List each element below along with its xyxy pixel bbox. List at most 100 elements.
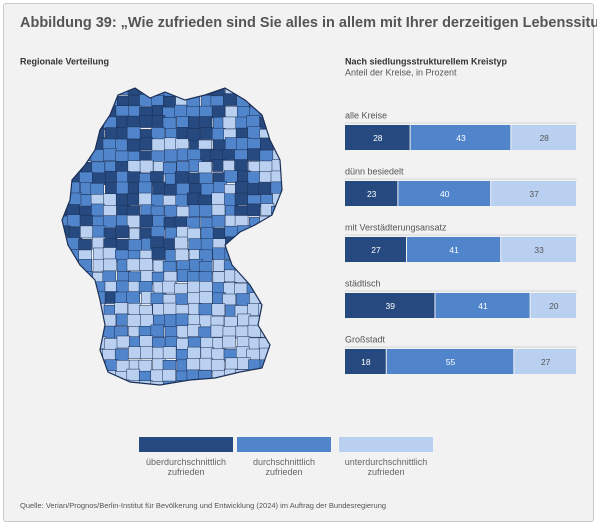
map-district bbox=[139, 335, 153, 348]
map-district bbox=[66, 292, 80, 306]
map-district bbox=[237, 313, 251, 327]
map-district bbox=[80, 88, 95, 97]
map-district bbox=[126, 139, 141, 152]
legend-label: durchschnittlich zufrieden bbox=[252, 457, 316, 477]
map-district bbox=[92, 368, 107, 381]
legend-label: überdurchschnittlich zufrieden bbox=[145, 457, 227, 477]
map-district bbox=[247, 183, 261, 196]
value-label: 40 bbox=[440, 189, 450, 199]
map-district bbox=[69, 303, 83, 316]
map-district bbox=[248, 271, 262, 284]
map-district bbox=[79, 94, 94, 107]
map-district bbox=[91, 88, 105, 98]
map-district bbox=[62, 194, 70, 207]
map-district bbox=[62, 258, 68, 272]
map-district bbox=[284, 315, 297, 327]
map-district bbox=[211, 303, 226, 316]
map-district bbox=[284, 305, 297, 317]
map-district bbox=[62, 94, 69, 108]
map-district bbox=[187, 346, 201, 360]
category-label: mit Verstädterungsansatz bbox=[345, 222, 447, 232]
map-district bbox=[103, 116, 117, 130]
map-district bbox=[62, 302, 71, 316]
map-district bbox=[174, 104, 188, 118]
map-district bbox=[127, 193, 141, 206]
map-district bbox=[271, 337, 282, 351]
map-district bbox=[284, 195, 297, 207]
map-district bbox=[116, 181, 130, 195]
map-district bbox=[200, 226, 215, 240]
map-district bbox=[116, 280, 130, 294]
map-district bbox=[80, 116, 95, 130]
map-district bbox=[139, 380, 153, 385]
map-district bbox=[187, 280, 201, 294]
map-district bbox=[224, 170, 238, 183]
map-district bbox=[126, 115, 141, 129]
map-district bbox=[285, 84, 298, 96]
map-district bbox=[174, 171, 189, 184]
map-district bbox=[162, 238, 177, 252]
map-district bbox=[272, 303, 282, 316]
map-district bbox=[198, 161, 212, 174]
map-district bbox=[188, 238, 203, 251]
map-district bbox=[200, 238, 215, 251]
map-district bbox=[272, 105, 282, 119]
value-label: 37 bbox=[529, 189, 539, 199]
map-district bbox=[138, 359, 153, 373]
map-district bbox=[62, 247, 71, 260]
map-district bbox=[79, 148, 93, 161]
map-district bbox=[115, 238, 130, 252]
map-district bbox=[62, 370, 68, 383]
map-district bbox=[103, 338, 118, 351]
map-district bbox=[285, 283, 298, 295]
map-district bbox=[174, 248, 189, 262]
bar-segment bbox=[435, 293, 530, 318]
map-district bbox=[259, 359, 274, 373]
map-district bbox=[115, 225, 130, 238]
map-district bbox=[283, 172, 296, 184]
map-district bbox=[150, 236, 164, 249]
map-district bbox=[272, 137, 282, 150]
map-district bbox=[175, 293, 190, 306]
map-district bbox=[62, 105, 68, 118]
map-district bbox=[283, 359, 296, 371]
map-district bbox=[236, 381, 251, 385]
map-district bbox=[81, 325, 95, 339]
map-district bbox=[199, 291, 213, 304]
map-district bbox=[285, 184, 298, 196]
map-district bbox=[66, 249, 81, 262]
map-district bbox=[271, 327, 282, 340]
map-district bbox=[140, 346, 154, 359]
map-district bbox=[210, 359, 225, 372]
map-district bbox=[81, 139, 95, 153]
map-title: Regionale Verteilung bbox=[20, 56, 109, 66]
map-district bbox=[90, 104, 105, 117]
map-district bbox=[247, 237, 262, 251]
map-district bbox=[62, 88, 70, 96]
map-district bbox=[126, 258, 141, 272]
bar-segment bbox=[345, 125, 410, 150]
map-district bbox=[210, 380, 225, 385]
map-district bbox=[139, 115, 153, 128]
map-district bbox=[91, 161, 105, 175]
map-district bbox=[270, 380, 282, 385]
map-district bbox=[259, 292, 274, 305]
value-label: 23 bbox=[367, 189, 377, 199]
map-district bbox=[175, 313, 190, 327]
map-district bbox=[139, 159, 154, 173]
map-district bbox=[283, 228, 296, 240]
map-district bbox=[259, 106, 274, 119]
map-district bbox=[284, 260, 297, 272]
map-district bbox=[270, 170, 282, 184]
map-district bbox=[62, 118, 68, 131]
map-district bbox=[114, 348, 129, 362]
map-district bbox=[283, 327, 296, 339]
map-district bbox=[270, 280, 282, 294]
map-district bbox=[91, 172, 106, 186]
map-district bbox=[115, 193, 130, 207]
map-district bbox=[259, 347, 273, 361]
map-district bbox=[211, 214, 226, 228]
map-district bbox=[104, 170, 119, 184]
map-district bbox=[62, 128, 70, 142]
map-district bbox=[210, 324, 225, 338]
